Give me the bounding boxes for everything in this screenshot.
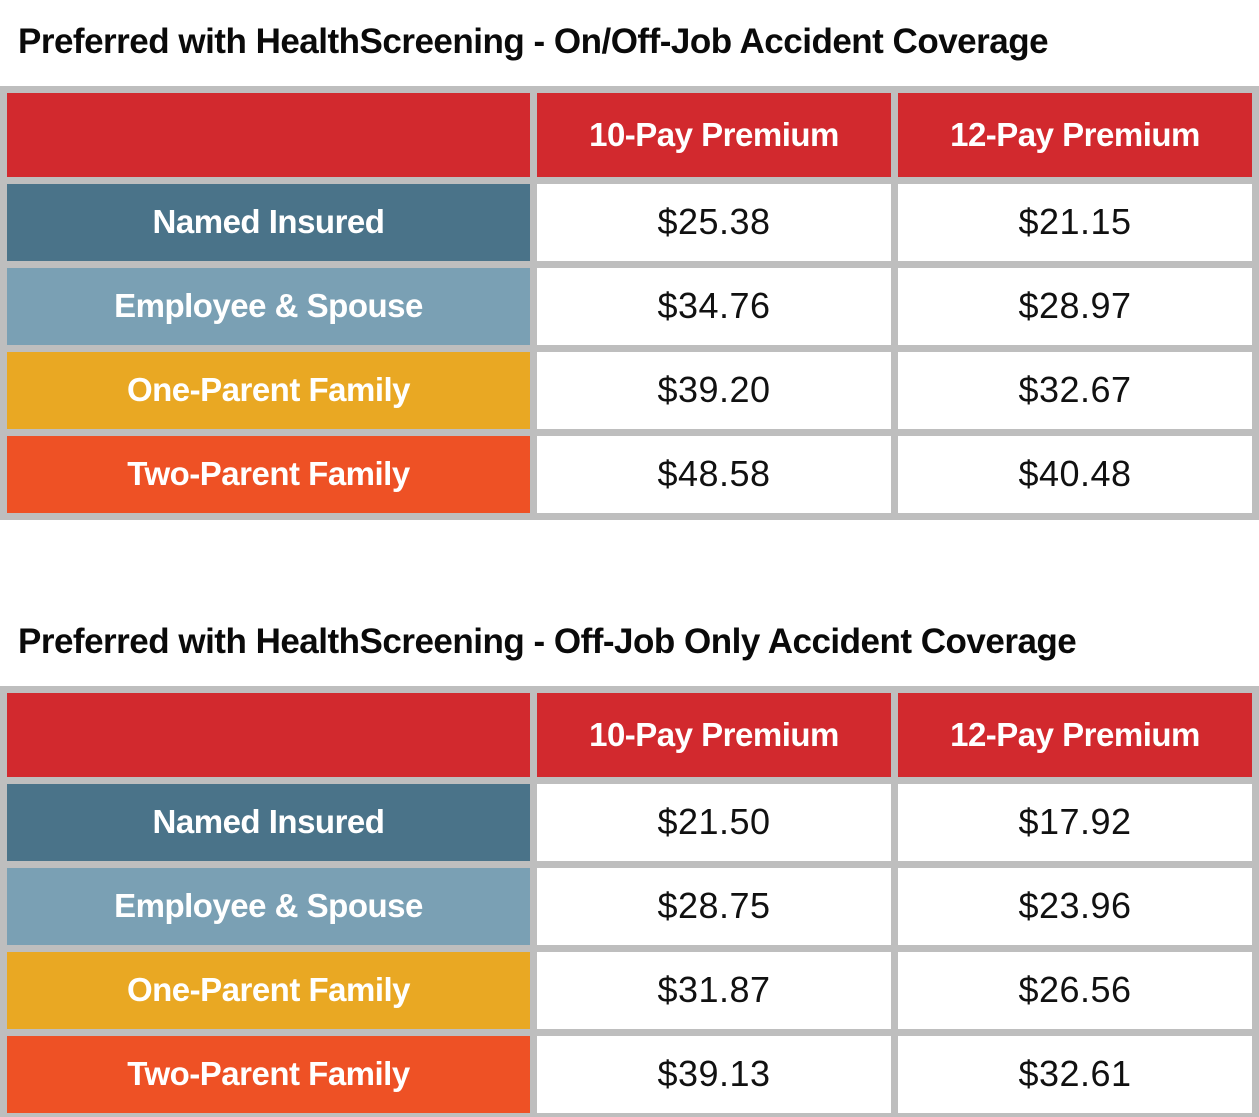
- premium-value: $32.61: [898, 1035, 1252, 1113]
- premium-value: $21.15: [898, 183, 1252, 261]
- premium-value: $21.50: [537, 783, 891, 861]
- row-label-employee-spouse: Employee & Spouse: [7, 867, 530, 945]
- premium-value: $28.97: [898, 267, 1252, 345]
- row-label-employee-spouse: Employee & Spouse: [7, 267, 530, 345]
- table-row-one-parent-family: One-Parent Family $39.20 $32.67: [7, 351, 1252, 429]
- premium-value: $31.87: [537, 951, 891, 1029]
- premium-value: $25.38: [537, 183, 891, 261]
- premium-value: $39.13: [537, 1035, 891, 1113]
- premium-table-on-off-job: 10-Pay Premium 12-Pay Premium Named Insu…: [0, 85, 1259, 520]
- premium-table-off-job-only: 10-Pay Premium 12-Pay Premium Named Insu…: [0, 685, 1259, 1117]
- table-title: Preferred with HealthScreening - On/Off-…: [18, 22, 1049, 61]
- table-row-two-parent-family: Two-Parent Family $48.58 $40.48: [7, 435, 1252, 513]
- row-label-named-insured: Named Insured: [7, 783, 530, 861]
- corner-cell: [7, 92, 530, 177]
- row-label-one-parent-family: One-Parent Family: [7, 351, 530, 429]
- premium-value: $26.56: [898, 951, 1252, 1029]
- table-row-employee-spouse: Employee & Spouse $28.75 $23.96: [7, 867, 1252, 945]
- table-row-employee-spouse: Employee & Spouse $34.76 $28.97: [7, 267, 1252, 345]
- premium-value: $23.96: [898, 867, 1252, 945]
- column-header-12-pay: 12-Pay Premium: [898, 692, 1252, 777]
- column-header-10-pay: 10-Pay Premium: [537, 92, 891, 177]
- premium-value: $17.92: [898, 783, 1252, 861]
- table-row-two-parent-family: Two-Parent Family $39.13 $32.61: [7, 1035, 1252, 1113]
- corner-cell: [7, 692, 530, 777]
- table-row-named-insured: Named Insured $21.50 $17.92: [7, 783, 1252, 861]
- row-label-two-parent-family: Two-Parent Family: [7, 1035, 530, 1113]
- table-title: Preferred with HealthScreening - Off-Job…: [18, 621, 1077, 661]
- premium-value: $32.67: [898, 351, 1252, 429]
- premium-value: $34.76: [537, 267, 891, 345]
- row-label-two-parent-family: Two-Parent Family: [7, 435, 530, 513]
- column-header-10-pay: 10-Pay Premium: [537, 692, 891, 777]
- table-header-row: 10-Pay Premium 12-Pay Premium: [7, 692, 1252, 777]
- table-row-named-insured: Named Insured $25.38 $21.15: [7, 183, 1252, 261]
- row-label-one-parent-family: One-Parent Family: [7, 951, 530, 1029]
- premium-value: $40.48: [898, 435, 1252, 513]
- premium-value: $48.58: [537, 435, 891, 513]
- table-header-row: 10-Pay Premium 12-Pay Premium: [7, 92, 1252, 177]
- table-row-one-parent-family: One-Parent Family $31.87 $26.56: [7, 951, 1252, 1029]
- premium-value: $28.75: [537, 867, 891, 945]
- premium-value: $39.20: [537, 351, 891, 429]
- coverage-section-off-job-only: Preferred with HealthScreening - Off-Job…: [0, 620, 1259, 1117]
- column-header-12-pay: 12-Pay Premium: [898, 92, 1252, 177]
- coverage-section-on-off-job: Preferred with HealthScreening - On/Off-…: [0, 20, 1259, 520]
- row-label-named-insured: Named Insured: [7, 183, 530, 261]
